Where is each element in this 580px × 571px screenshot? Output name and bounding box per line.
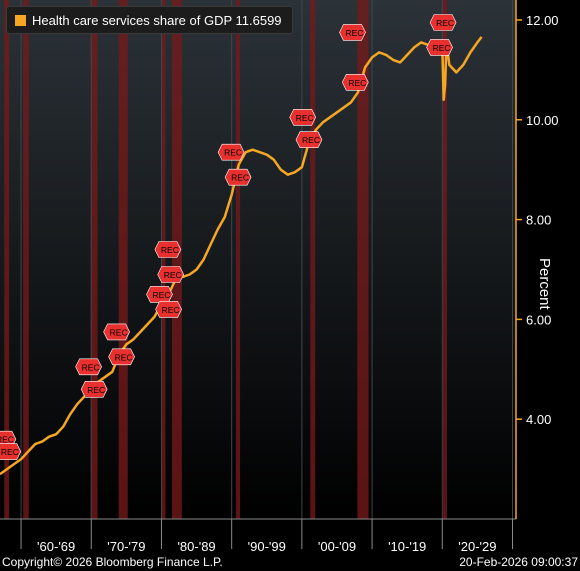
rec-marker: REC <box>80 380 108 398</box>
x-tick-label: '80-'89 <box>177 539 215 554</box>
x-tick-label: '20-'29 <box>458 539 496 554</box>
x-tick-label: '00-'09 <box>318 539 356 554</box>
rec-marker-shape <box>80 380 108 398</box>
recession-band <box>310 0 316 519</box>
rec-marker-shape <box>429 14 457 31</box>
rec-marker: REC <box>154 241 182 258</box>
rec-marker-label: REC <box>1 447 19 457</box>
rec-marker-label: REC <box>152 290 170 300</box>
rec-marker: REC <box>157 266 185 283</box>
rec-marker-label: REC <box>302 135 320 145</box>
x-tick-label: '70-'79 <box>107 539 145 554</box>
series-line <box>0 36 483 476</box>
rec-marker: REC <box>429 14 457 31</box>
x-tick-label: '90-'99 <box>248 539 286 554</box>
recession-band <box>172 0 182 519</box>
y-axis: 4.00 6.00 8.00 10.00 12.00 <box>515 0 559 519</box>
rec-marker-shape <box>103 323 130 341</box>
rec-marker: REC <box>224 168 252 186</box>
recession-markers: REC REC REC REC REC REC REC REC REC REC REC REC REC R… <box>0 14 457 460</box>
rec-marker: REC <box>75 358 102 376</box>
rec-marker: REC <box>103 323 130 341</box>
rec-marker-label: REC <box>231 173 249 183</box>
rec-marker-shape <box>108 348 135 366</box>
x-tick-label: '10-'19 <box>388 539 426 554</box>
recession-band <box>118 0 128 519</box>
rec-marker-label: REC <box>433 43 451 53</box>
series-layer <box>0 36 483 476</box>
rec-marker-label: REC <box>348 78 366 88</box>
rec-marker-shape <box>154 241 182 258</box>
recession-band <box>23 0 29 519</box>
rec-marker: REC <box>289 109 317 126</box>
y-tick-label: 10.00 <box>526 113 559 128</box>
plot-background <box>0 0 516 519</box>
rec-marker-shape <box>157 266 185 283</box>
rec-marker: REC <box>146 286 173 303</box>
rec-marker-shape <box>341 74 369 91</box>
rec-marker-label: REC <box>346 28 364 38</box>
legend: Health care services share of GDP 11.659… <box>6 6 293 34</box>
legend-label: Health care services share of GDP 11.659… <box>32 12 282 28</box>
recession-band <box>4 0 10 519</box>
rec-marker-shape <box>0 443 22 460</box>
y-tick-label: 6.00 <box>526 312 551 327</box>
rec-marker: REC <box>295 131 323 148</box>
recession-band <box>235 0 241 519</box>
rec-marker-label: REC <box>115 352 133 362</box>
rec-marker-label: REC <box>162 305 180 315</box>
rec-marker-shape <box>426 39 453 56</box>
rec-marker-shape <box>224 168 252 186</box>
rec-marker-label: REC <box>87 385 105 395</box>
rec-marker-shape <box>339 24 366 41</box>
rec-marker-label: REC <box>164 270 182 280</box>
rec-marker-shape <box>289 109 317 126</box>
y-tick-label: 4.00 <box>526 412 551 427</box>
rec-marker-shape <box>217 143 245 161</box>
recession-band <box>90 0 98 519</box>
timestamp-text: 20-Feb-2026 09:00:37 <box>459 555 578 569</box>
copyright-text: Copyright© 2026 Bloomberg Finance L.P. <box>2 555 223 569</box>
rec-marker-label: REC <box>161 245 179 255</box>
rec-marker-label: REC <box>0 435 14 445</box>
recession-band <box>442 0 447 519</box>
y-axis-label: Percent <box>536 258 553 310</box>
x-tick-label: '60-'69 <box>37 539 75 554</box>
rec-marker-label: REC <box>110 327 128 337</box>
rec-marker: REC <box>217 143 245 161</box>
recession-bands <box>4 0 447 519</box>
rec-marker-shape <box>155 301 182 318</box>
legend-swatch <box>15 14 26 26</box>
rec-marker-label: REC <box>82 362 100 372</box>
decade-gridlines <box>20 0 513 519</box>
rec-marker: REC <box>108 348 135 366</box>
rec-marker: REC <box>0 443 22 460</box>
rec-marker: REC <box>155 301 182 318</box>
recession-band <box>161 0 166 519</box>
rec-marker-shape <box>75 358 102 376</box>
rec-marker-label: REC <box>224 148 242 158</box>
rec-marker: REC <box>339 24 366 41</box>
rec-marker: REC <box>426 39 453 56</box>
y-tick-label: 8.00 <box>526 213 551 228</box>
rec-marker-shape <box>295 131 323 148</box>
recession-band <box>357 0 369 519</box>
rec-marker-label: REC <box>296 113 314 123</box>
y-tick-label: 12.00 <box>526 13 559 28</box>
rec-marker: REC <box>341 74 369 91</box>
rec-marker-label: REC <box>436 18 454 28</box>
x-axis: '60-'69 '70-'79 '80-'89 '90-'99 '00-'09 '10-'… <box>0 518 516 554</box>
